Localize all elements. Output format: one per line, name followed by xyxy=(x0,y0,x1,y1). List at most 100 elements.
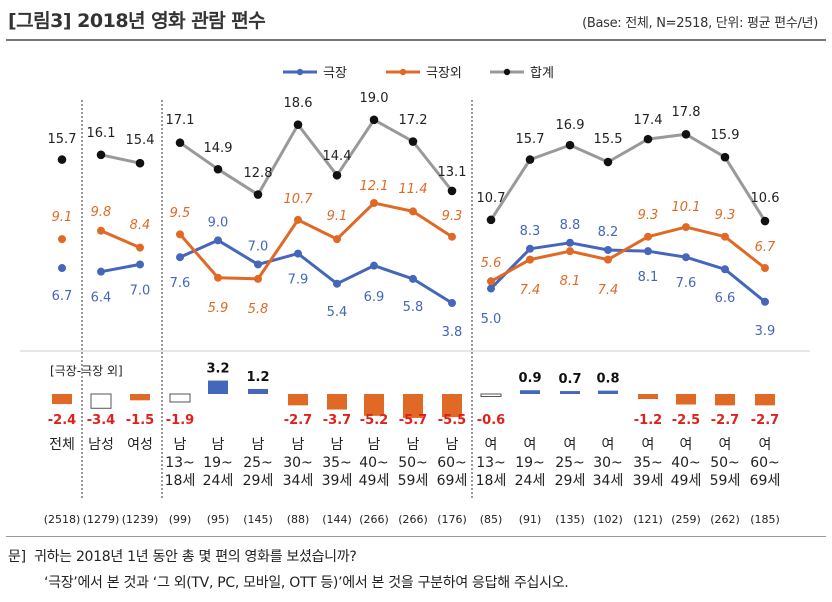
label-total-14: 15.5 xyxy=(594,132,623,147)
marker-other-16 xyxy=(682,223,690,232)
legend-marker-theater xyxy=(296,68,304,76)
marker-other-0 xyxy=(58,235,66,244)
category-label-8-0: 남 xyxy=(368,437,381,453)
label-other-15: 9.3 xyxy=(638,208,659,223)
marker-total-12 xyxy=(525,155,535,164)
question-divider xyxy=(6,536,826,537)
label-other-1: 9.8 xyxy=(91,205,112,220)
marker-other-3 xyxy=(176,230,184,239)
category-label-14-1: 30~ xyxy=(593,455,623,471)
category-label-4-0: 남 xyxy=(212,437,225,453)
line-total-seg3 xyxy=(489,132,767,222)
category-n-15: (121) xyxy=(633,513,663,526)
legend-marker-total xyxy=(503,68,511,76)
label-other-16: 10.1 xyxy=(672,200,701,215)
category-n-10: (176) xyxy=(437,513,467,526)
label-other-8: 12.1 xyxy=(360,179,389,194)
diff-bar-15 xyxy=(638,394,658,400)
category-label-1-0: 남성 xyxy=(88,437,114,453)
label-total-12: 15.7 xyxy=(516,132,545,147)
marker-total-7 xyxy=(332,170,342,180)
category-label-15-0: 여 xyxy=(642,437,655,453)
question-line-2: ‘극장’에서 본 것과 ‘그 외(TV, PC, 모바일, OTT 등)’에서 … xyxy=(44,575,569,591)
diff-label-6: -2.7 xyxy=(284,413,312,428)
diff-bar-5 xyxy=(248,388,268,394)
diff-bar-12 xyxy=(520,390,540,394)
category-label-14-0: 여 xyxy=(602,437,615,453)
category-label-7-2: 39세 xyxy=(322,473,353,489)
label-other-3: 9.5 xyxy=(170,206,191,221)
category-label-12-1: 19~ xyxy=(515,455,545,471)
label-other-18: 6.7 xyxy=(755,240,776,255)
label-other-4: 5.9 xyxy=(208,301,229,316)
label-theater-17: 6.6 xyxy=(715,291,736,306)
category-label-9-2: 59세 xyxy=(398,473,429,489)
label-total-2: 15.4 xyxy=(126,133,155,148)
marker-theater-14 xyxy=(604,245,612,254)
label-total-17: 15.9 xyxy=(711,128,740,143)
chart-title: [그림3] 2018년 영화 관람 편수 xyxy=(8,10,266,32)
diff-label-15: -1.2 xyxy=(634,413,662,428)
label-total-9: 17.2 xyxy=(399,113,428,128)
marker-theater-10 xyxy=(448,299,456,307)
marker-total-0 xyxy=(57,155,67,164)
marker-other-12 xyxy=(526,255,534,264)
marker-total-10 xyxy=(447,186,457,196)
diff-bar-0 xyxy=(52,394,72,405)
label-theater-4: 9.0 xyxy=(208,215,229,230)
diff-bar-8 xyxy=(364,394,384,416)
marker-theater-6 xyxy=(294,249,302,258)
diff-section-label: [극장-극장 외] xyxy=(50,364,123,378)
label-theater-3: 7.6 xyxy=(170,276,191,291)
category-label-5-2: 29세 xyxy=(243,473,274,489)
label-other-9: 11.4 xyxy=(399,182,428,197)
label-other-17: 9.3 xyxy=(715,208,736,223)
category-label-14-2: 34세 xyxy=(593,473,624,489)
diff-label-4: 3.2 xyxy=(206,362,229,377)
label-total-18: 10.6 xyxy=(751,191,780,206)
diff-label-12: 0.9 xyxy=(518,371,541,386)
legend-label-other: 극장외 xyxy=(426,66,462,81)
marker-theater-3 xyxy=(176,253,184,262)
category-label-11-0: 여 xyxy=(485,437,498,453)
label-theater-18: 3.9 xyxy=(755,324,776,339)
category-label-11-2: 18세 xyxy=(476,473,507,489)
question-text-1: 귀하는 2018년 1년 동안 총 몇 편의 영화를 보셨습니까? xyxy=(34,549,357,565)
label-total-1: 16.1 xyxy=(87,126,116,141)
diff-bar-1 xyxy=(90,393,112,409)
marker-total-13 xyxy=(565,140,575,150)
marker-theater-1 xyxy=(97,267,105,276)
marker-other-5 xyxy=(254,274,262,283)
category-label-18-0: 여 xyxy=(759,437,772,453)
category-n-2: (1239) xyxy=(122,513,159,526)
category-label-5-0: 남 xyxy=(252,437,265,453)
marker-other-7 xyxy=(333,235,341,244)
diff-label-14: 0.8 xyxy=(596,372,619,387)
legend-marker-other xyxy=(399,68,407,76)
category-label-6-0: 남 xyxy=(292,437,305,453)
category-label-15-2: 39세 xyxy=(633,473,664,489)
category-label-17-0: 여 xyxy=(719,437,732,453)
label-theater-16: 7.6 xyxy=(676,276,697,291)
label-total-0: 15.7 xyxy=(48,132,77,147)
marker-theater-5 xyxy=(254,260,262,269)
label-theater-7: 5.4 xyxy=(327,305,348,320)
label-other-10: 9.3 xyxy=(442,209,463,224)
question-prefix: 문] xyxy=(8,549,26,565)
category-n-4: (95) xyxy=(207,513,230,526)
category-label-13-2: 29세 xyxy=(555,473,586,489)
category-label-12-0: 여 xyxy=(524,437,537,453)
marker-other-4 xyxy=(214,273,222,282)
marker-total-2 xyxy=(135,158,145,168)
category-label-17-1: 50~ xyxy=(710,455,740,471)
category-label-10-1: 60~ xyxy=(437,455,467,471)
category-n-5: (145) xyxy=(243,513,273,526)
line-total-seg2 xyxy=(179,118,454,197)
category-n-14: (102) xyxy=(593,513,623,526)
category-label-4-2: 24세 xyxy=(203,473,234,489)
category-label-3-1: 13~ xyxy=(165,455,195,471)
category-n-3: (99) xyxy=(169,513,192,526)
diff-bar-3 xyxy=(169,393,191,403)
marker-theater-12 xyxy=(526,244,534,253)
category-n-12: (91) xyxy=(519,513,542,526)
